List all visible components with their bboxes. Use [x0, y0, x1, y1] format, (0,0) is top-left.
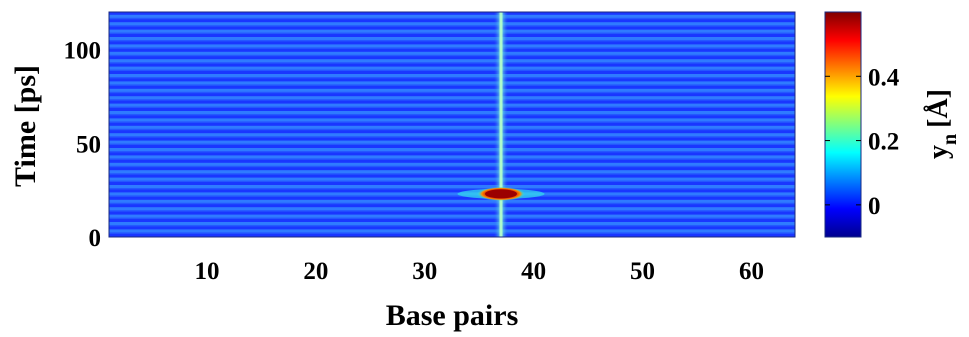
excitation-peak — [485, 189, 517, 199]
breather-core — [499, 12, 503, 237]
y-tick-label: 0 — [89, 225, 102, 252]
colorbar-tick-label: 0.4 — [868, 64, 900, 91]
plot-frame — [108, 11, 796, 238]
x-tick-label: 60 — [739, 258, 764, 285]
x-tick-label: 10 — [195, 258, 220, 285]
x-tick-label: 50 — [630, 258, 655, 285]
y-tick-label: 100 — [64, 38, 102, 65]
colorbar-gradient — [824, 11, 862, 238]
y-tick-label: 50 — [76, 131, 101, 158]
colorbar-label-subscript: n — [939, 134, 961, 145]
x-tick-label: 40 — [521, 258, 546, 285]
y-axis-label: Time [ps] — [9, 65, 42, 187]
colorbar: 0 0.2 0.4 yn [Å] — [824, 11, 961, 238]
colorbar-label: yn [Å] — [923, 89, 961, 159]
x-axis-ticks: 10 20 30 40 50 60 — [195, 258, 764, 285]
svg-text:yn[Å]: yn [Å] — [923, 89, 961, 159]
colorbar-label-unit: [Å] — [923, 89, 954, 128]
x-axis-label: Base pairs — [386, 299, 519, 332]
colorbar-ticks: 0 0.2 0.4 — [825, 64, 900, 220]
plot-area — [108, 11, 796, 238]
y-axis-ticks: 0 50 100 — [64, 38, 102, 253]
colorbar-label-main: y — [923, 145, 954, 159]
heatmap-background — [109, 12, 795, 237]
heatmap-features — [457, 12, 545, 237]
colorbar-tick-label: 0.2 — [868, 129, 899, 156]
x-tick-label: 30 — [412, 258, 437, 285]
x-tick-label: 20 — [303, 258, 328, 285]
colorbar-tick-label: 0 — [868, 193, 881, 220]
